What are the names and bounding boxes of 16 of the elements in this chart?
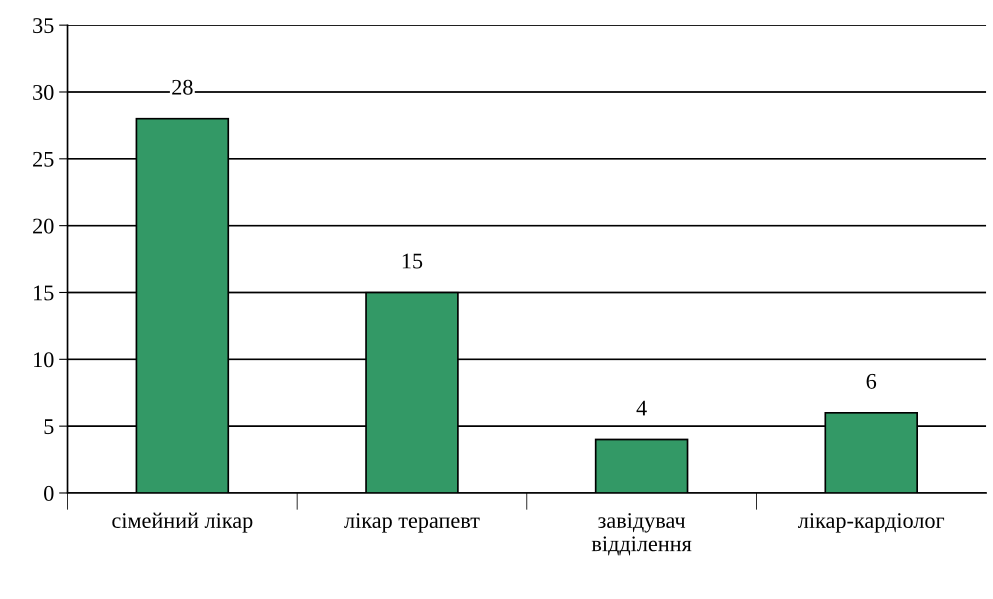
y-tick-label: 0 [44,486,54,501]
y-tick-label: 5 [44,419,54,434]
y-tick-label: 15 [34,286,54,300]
y-tick-label: 10 [34,352,54,368]
x-tick-label: завідувач відділення [592,513,692,556]
data-label: 4 [636,400,647,416]
x-tick-label: лікар терапевт [344,513,480,533]
y-tick-label: 30 [33,84,54,100]
data-label: 15 [402,254,422,269]
x-tick-label: сімейний лікар [112,512,252,533]
data-label: 6 [866,374,876,389]
y-tick-label: 20 [33,218,54,234]
y-tick-label: 25 [33,152,54,167]
y-tick-label: 35 [33,18,54,34]
x-tick-label: лікар-кардіолог [798,513,944,533]
data-label: 28 [172,80,193,95]
